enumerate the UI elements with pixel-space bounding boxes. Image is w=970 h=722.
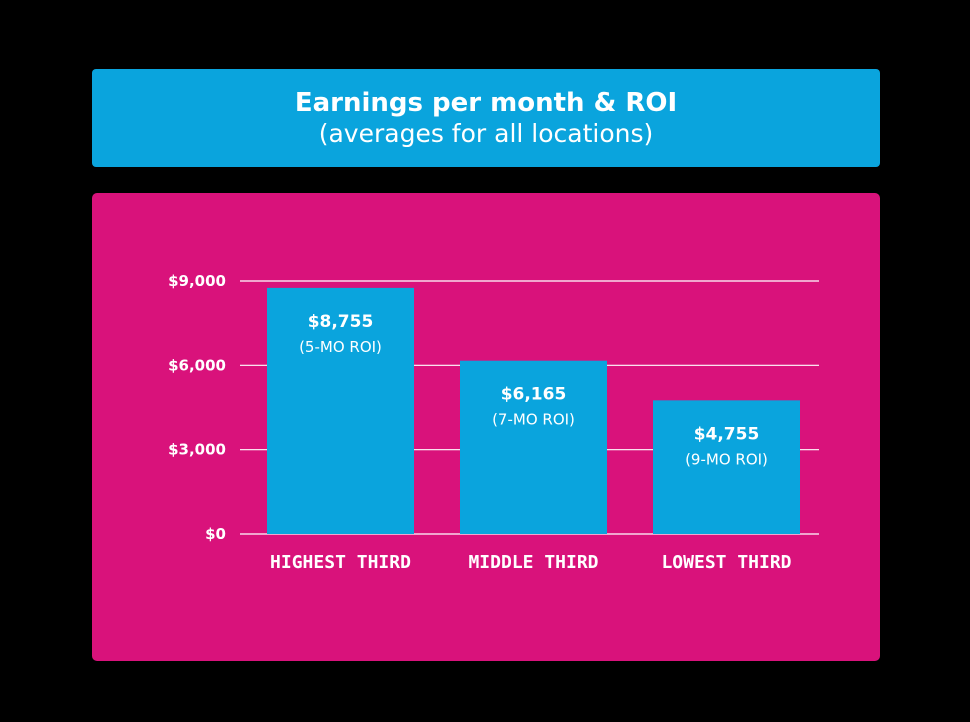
x-category-label: HIGHEST THIRD [270, 552, 411, 573]
bar-value-label: $8,755 [308, 312, 374, 332]
chart-title: Earnings per month & ROI [294, 88, 678, 118]
bar-roi-label: (9-MO ROI) [685, 450, 768, 468]
bar-value-label: $4,755 [694, 424, 760, 444]
y-tick-label: $0 [205, 525, 226, 543]
bar-roi-label: (5-MO ROI) [299, 338, 382, 356]
y-tick-label: $9,000 [168, 272, 226, 290]
bar-roi-label: (7-MO ROI) [492, 411, 575, 429]
y-tick-label: $6,000 [168, 356, 226, 374]
bar [653, 400, 800, 534]
bar-chart: $0 $3,000 $6,000 $9,000 $8,755 (5-MO ROI) HIGH… [168, 272, 819, 573]
x-category-label: MIDDLE THIRD [468, 552, 598, 573]
bar [267, 287, 414, 534]
x-category-label: LOWEST THIRD [661, 552, 791, 573]
y-tick-label: $3,000 [168, 441, 226, 459]
title-banner: Earnings per month & ROI (averages for a… [92, 69, 880, 167]
bar-value-label: $6,165 [501, 385, 567, 405]
chart-panel: $0 $3,000 $6,000 $9,000 $8,755 (5-MO ROI) HIGH… [92, 193, 880, 661]
chart-subtitle: (averages for all locations) [318, 119, 654, 148]
bar [460, 360, 607, 534]
